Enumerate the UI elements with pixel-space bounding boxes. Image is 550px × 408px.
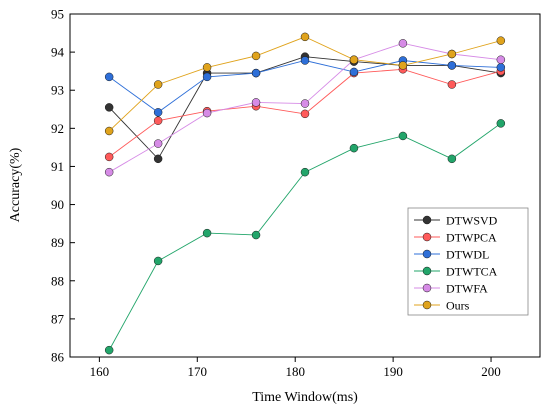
data-point: [202, 108, 212, 118]
series-layer: [104, 32, 506, 355]
legend-label: DTWTCA: [446, 265, 498, 279]
data-point: [447, 49, 457, 59]
data-point: [496, 63, 506, 72]
legend-marker: [422, 249, 432, 259]
data-point: [202, 72, 212, 82]
plot-frame: [69, 13, 541, 358]
data-point: [496, 55, 506, 64]
x-tick-label: 170: [188, 364, 208, 379]
data-point: [251, 98, 261, 107]
data-point: [496, 36, 506, 45]
data-point: [349, 67, 359, 77]
data-point: [104, 126, 114, 136]
data-point: [153, 116, 163, 125]
y-axis-title: Accuracy(%): [8, 147, 23, 222]
legend-marker: [422, 283, 432, 293]
data-point: [104, 167, 114, 177]
data-point: [300, 32, 310, 42]
data-point: [104, 152, 114, 162]
legend-label: DTWFA: [446, 282, 488, 296]
legend: DTWSVD DTWPCA DTWDL DTWTCA DTWFA Ours: [407, 207, 529, 316]
data-point: [447, 61, 457, 70]
y-tick-label: 93: [51, 83, 64, 98]
data-point: [398, 131, 408, 141]
x-tick-label: 180: [285, 364, 305, 379]
y-tick-label: 88: [51, 273, 64, 288]
legend-marker: [422, 232, 432, 242]
data-point: [251, 230, 261, 240]
y-tick-label: 92: [51, 121, 64, 136]
data-point: [398, 61, 408, 70]
y-tick-label: 87: [51, 311, 65, 326]
legend-label: DTWPCA: [446, 231, 497, 245]
data-point: [496, 119, 506, 128]
data-point: [349, 55, 359, 64]
x-tick-label: 200: [481, 364, 501, 379]
data-point: [153, 108, 163, 117]
data-point: [104, 345, 114, 355]
data-point: [300, 167, 310, 177]
x-tick-label: 160: [90, 364, 110, 379]
legend-marker: [422, 300, 432, 310]
data-point: [153, 139, 163, 148]
data-point: [447, 154, 457, 164]
data-point: [104, 103, 114, 112]
y-tick-label: 95: [51, 7, 64, 22]
data-point: [300, 99, 310, 108]
x-tick-label: 190: [383, 364, 403, 379]
x-axis-title: Time Window(ms): [252, 390, 358, 405]
legend-label: DTWDL: [446, 248, 489, 262]
legend-label: Ours: [446, 299, 470, 313]
data-point: [153, 154, 163, 164]
data-point: [300, 109, 310, 119]
legend-marker: [422, 215, 432, 225]
data-point: [349, 143, 359, 153]
data-point: [300, 56, 310, 65]
data-point: [447, 80, 457, 89]
data-point: [153, 256, 163, 266]
x-axis-ticks: 160 170 180 190 200: [90, 357, 501, 379]
data-point: [202, 63, 212, 72]
y-tick-label: 86: [51, 350, 65, 365]
data-point: [104, 72, 114, 82]
legend-box: [407, 207, 529, 316]
y-axis-ticks: 86 87 88 89 90 91 92 93 94 95: [51, 7, 75, 365]
y-tick-label: 91: [51, 159, 64, 174]
y-tick-label: 94: [51, 45, 65, 60]
data-point: [398, 39, 408, 48]
legend-marker: [422, 266, 432, 276]
data-point: [251, 68, 261, 78]
data-point: [202, 228, 212, 238]
data-point: [153, 80, 163, 89]
legend-label: DTWSVD: [446, 214, 498, 228]
y-tick-label: 90: [51, 197, 64, 212]
y-tick-label: 89: [51, 235, 64, 250]
data-point: [251, 51, 261, 61]
